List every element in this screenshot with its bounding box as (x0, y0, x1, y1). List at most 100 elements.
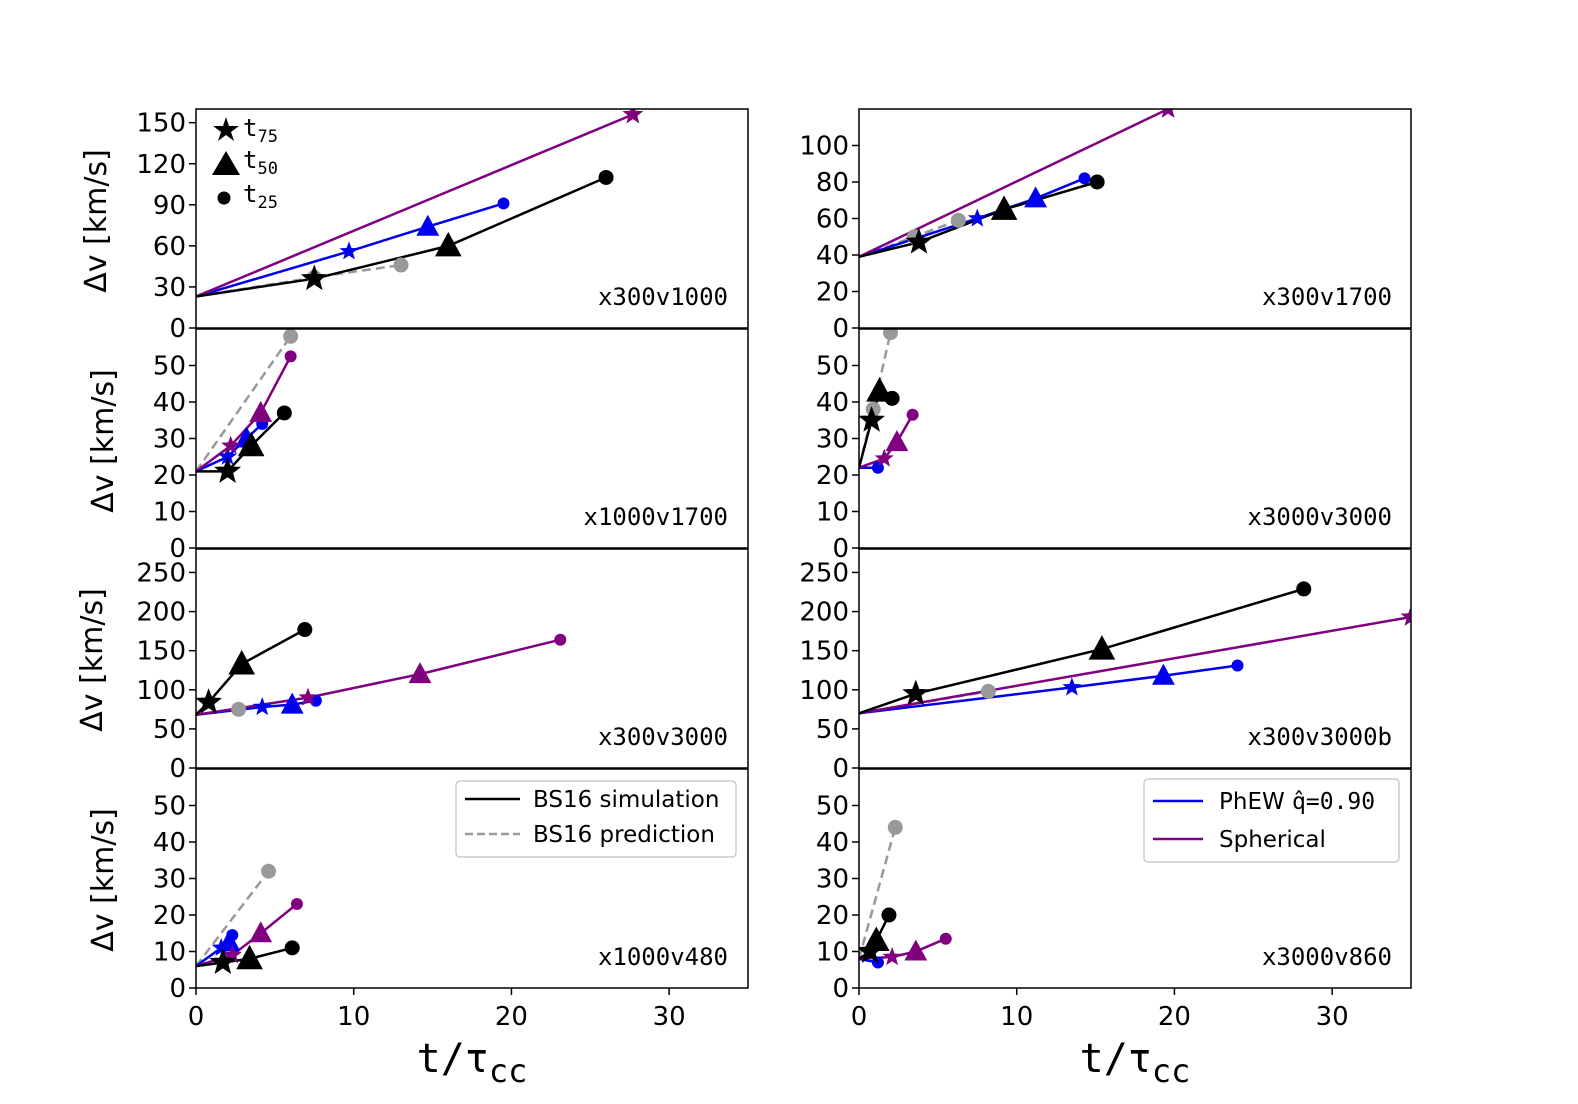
panel-x300v3000b-simulation-line (859, 587, 1305, 715)
panel-x1000v480-prediction-point-1 (261, 863, 277, 879)
panel-x1000v1700-spherical-point-3 (284, 350, 297, 363)
panel-x1000v480-phew-point-2 (217, 930, 241, 952)
panel-x300v3000-simulation-point-2 (228, 650, 255, 675)
panel-x1000v1700-plot-area (196, 329, 299, 483)
panel-x3000v860-spherical-point-3 (939, 932, 952, 945)
panel-x3000v3000-ytick-label-40: 40 (816, 388, 849, 418)
panel-x300v3000b-ytick-label-250: 250 (799, 558, 849, 588)
panel-x300v3000-spherical-line (196, 638, 561, 717)
panel-x3000v3000-title: x3000v3000 (1248, 503, 1393, 531)
panel-x300v3000b-phew-point-3 (1231, 659, 1244, 672)
panel-x300v3000-title: x300v3000 (598, 723, 728, 751)
panel-x300v3000-spherical-point-2 (408, 662, 432, 684)
panel-x300v1000-ytick-label-60: 60 (153, 232, 186, 262)
panel-x300v1000-ytick-label-0: 0 (169, 314, 186, 344)
panel-x300v3000-prediction-point-1 (231, 701, 247, 717)
panel-x300v1000-plot-area (196, 109, 644, 298)
panel-x3000v860-title: x3000v860 (1262, 943, 1392, 971)
panel-x300v3000-simulation-point-3 (297, 622, 313, 638)
panel-x1000v1700: 0 10 20 30 40 50 x1000v1700 (153, 328, 749, 564)
panel-x3000v860-spherical-point-1 (882, 947, 902, 966)
panel-x300v3000b-phew-point-1 (1062, 677, 1082, 696)
panel-x300v1000-simulation-line (196, 176, 607, 298)
marker-legend-t25: t25 (243, 180, 278, 213)
panel-x300v1000-simulation-point-3 (598, 169, 614, 185)
panel-x3000v3000-ytick-label-50: 50 (816, 352, 849, 382)
legend-phew-label: PhEW q̂=0.90 (1219, 789, 1375, 815)
panel-x3000v3000: 0 10 20 30 40 50 x3000v3000 (816, 328, 1412, 564)
panel-x1000v480-xtick-label-10: 10 (337, 1002, 370, 1032)
panel-x1000v480-xtick-label-30: 30 (653, 1002, 686, 1032)
panel-x300v1000-phew-point-1 (339, 241, 359, 260)
panel-x1000v1700-ytick-label-20: 20 (153, 461, 186, 491)
panel-x1000v480-ytick-label-40: 40 (153, 828, 186, 858)
legend-prediction-label: BS16 prediction (533, 822, 715, 848)
panel-x300v3000-spherical-point-3 (554, 633, 567, 646)
panel-x300v3000b-title: x300v3000b (1248, 723, 1393, 751)
panel-x300v1700-prediction-point-2 (950, 212, 966, 228)
panel-x1000v1700-phew-point-1 (218, 446, 238, 465)
panel-x1000v480-spherical-point-2 (249, 921, 273, 943)
panel-x300v3000-ytick-label-200: 200 (136, 598, 186, 628)
panel-x300v3000b-frame (858, 548, 1412, 769)
panel-x300v3000b-spherical-point-1 (1400, 606, 1411, 626)
panel-x1000v1700-ytick-label-30: 30 (153, 425, 186, 455)
xlabel-left-sub: cc (489, 1052, 528, 1090)
panel-x300v1700-simulation-point-3 (1089, 174, 1105, 190)
panel-x300v1000-spherical-point-1 (622, 109, 644, 124)
panel-x3000v860-prediction-line (859, 827, 897, 960)
panel-x3000v3000-spherical-point-3 (906, 408, 919, 421)
panel-x300v1000-ytick-label-90: 90 (153, 191, 186, 221)
panel-x1000v480-xtick-label-20: 20 (495, 1002, 528, 1032)
panel-x1000v480-prediction-line (196, 870, 270, 967)
panel-x1000v480-simulation-point-2 (236, 944, 263, 970)
panel-x300v1700-title: x300v1700 (1262, 283, 1392, 311)
panel-x300v3000-ytick-label-150: 150 (136, 637, 186, 667)
panel-x1000v1700-ytick-label-0: 0 (169, 534, 186, 564)
panel-x1000v1700-simulation-point-1 (214, 457, 242, 483)
panel-x1000v480-spherical-point-3 (290, 898, 303, 911)
panel-x3000v3000-spherical-point-1 (874, 448, 894, 467)
panel-x1000v480-spherical-point-1 (222, 945, 242, 964)
marker-legend-triangle-icon (212, 151, 240, 175)
panel-x300v1700-phew-point-1 (967, 208, 987, 227)
panels: 0306090120150x300v1000020406080100x300v1… (136, 108, 1412, 1032)
panel-x300v3000b-simulation-point-2 (1088, 635, 1116, 660)
panel-x3000v860-ytick-label-30: 30 (816, 865, 849, 895)
panel-x300v3000-ytick-label-100: 100 (136, 676, 186, 706)
panel-x300v1700-simulation-point-1 (905, 228, 933, 254)
ylabel-row-1: Δv [km/s] (79, 149, 114, 293)
panel-x300v1700-phew-point-3 (1078, 172, 1091, 185)
panel-x300v1000: 0 30 60 90 120 150 x300v1000 (136, 108, 749, 344)
panel-x3000v860-plot-area (859, 819, 952, 969)
panel-x1000v480-simulation-point-1 (209, 948, 237, 974)
panel-x300v1700-ytick-label-100: 100 (799, 132, 849, 162)
panel-x300v3000b-simulation-point-3 (1296, 581, 1312, 597)
panel-x300v3000b-ytick-label-200: 200 (799, 598, 849, 628)
legend-spherical-label: Spherical (1219, 827, 1326, 853)
ylabel-row-3: Δv [km/s] (75, 588, 110, 732)
panel-x300v1700-spherical-point-1 (1161, 109, 1175, 118)
panel-x1000v1700-ytick-label-10: 10 (153, 498, 186, 528)
panel-x1000v480-ytick-label-0: 0 (169, 974, 186, 1004)
panel-x1000v1700-ytick-label-40: 40 (153, 388, 186, 418)
panel-x300v1700: 0 20 40 60 80 100 x300v1700 (799, 108, 1412, 344)
panel-x3000v860-ytick-label-40: 40 (816, 828, 849, 858)
marker-legend-t50: t50 (243, 146, 278, 179)
legend-simulation-label: BS16 simulation (533, 787, 719, 813)
marker-legend-star-icon (213, 117, 239, 141)
xlabel-left: t/τcc (417, 1036, 528, 1090)
panel-x1000v480-phew-point-3 (226, 929, 239, 942)
panel-x3000v860-simulation-point-3 (881, 907, 897, 923)
marker-legend-t75: t75 (243, 114, 278, 147)
panel-x1000v480-ytick-label-50: 50 (153, 792, 186, 822)
panel-x300v3000-phew-point-2 (280, 692, 304, 714)
panel-x300v1700-simulation-point-2 (990, 195, 1018, 220)
panel-x300v3000b-ytick-label-50: 50 (816, 715, 849, 745)
marker-legend-circle-icon (217, 191, 231, 205)
panel-x300v3000b-plot-area (859, 581, 1411, 715)
panel-x3000v3000-simulation-point-1 (859, 406, 886, 432)
panel-x1000v480-ytick-label-20: 20 (153, 901, 186, 931)
panel-x300v1000-ytick-label-150: 150 (136, 109, 186, 139)
panel-x3000v860: 0 10 20 30 40 50 0 10 20 30 x3000v860 (816, 768, 1412, 1032)
